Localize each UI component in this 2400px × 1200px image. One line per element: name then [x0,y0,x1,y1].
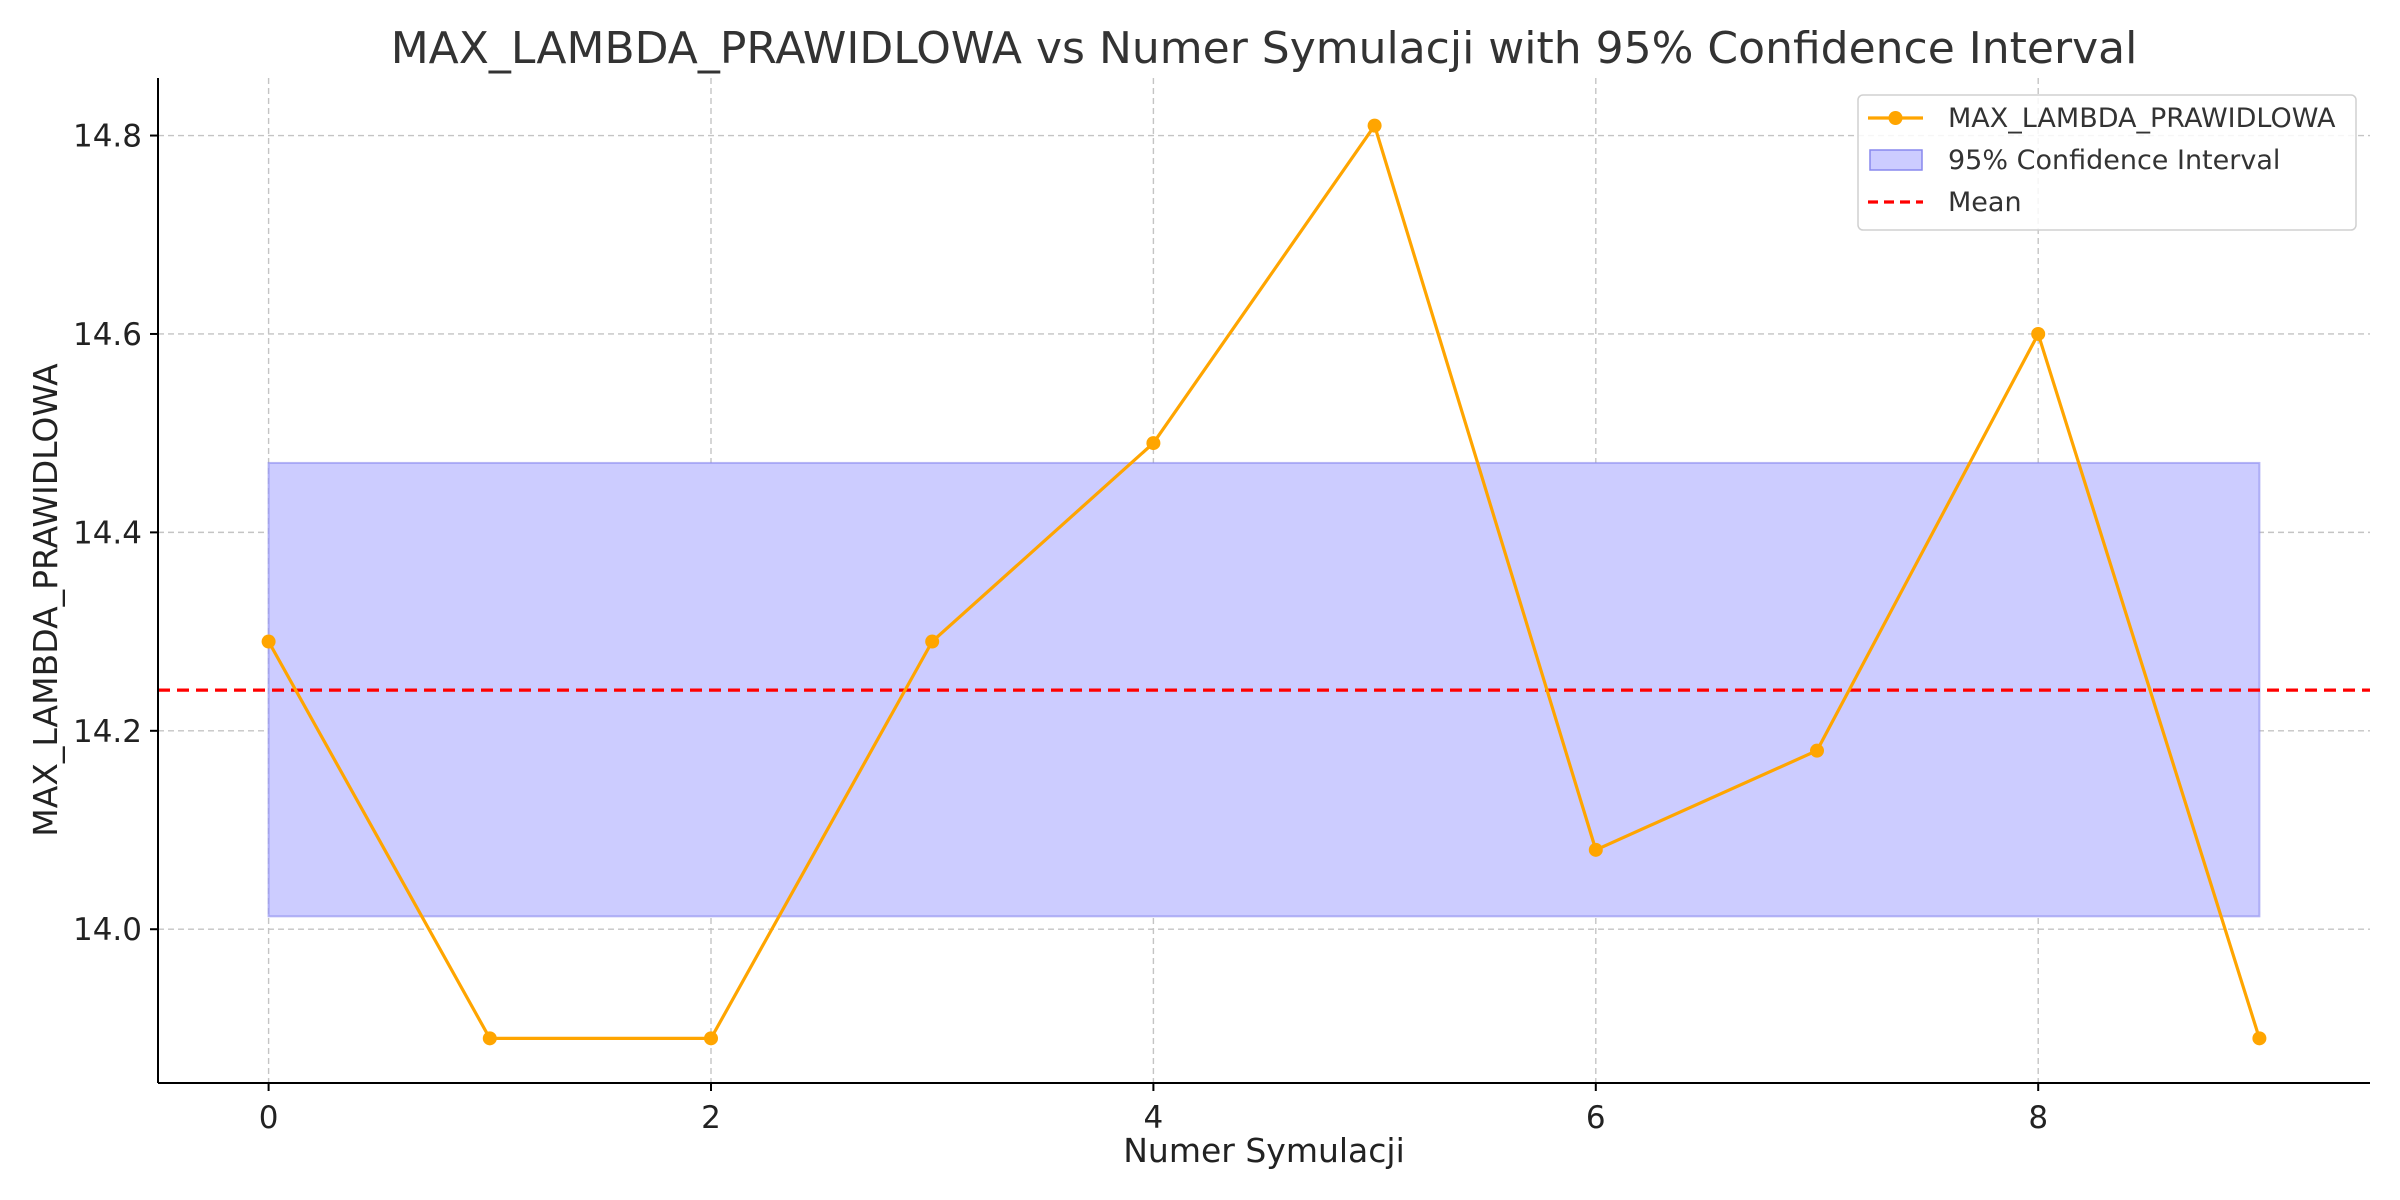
legend-ci-label: 95% Confidence Interval [1948,145,2280,176]
data-point [261,634,276,649]
y-tick-label: 14.8 [73,119,142,155]
chart-title: MAX_LAMBDA_PRAWIDLOWA vs Numer Symulacji… [391,23,2138,74]
x-tick-label: 0 [259,1100,279,1136]
data-point [2252,1031,2267,1046]
x-tick-label: 4 [1144,1100,1164,1136]
data-point [1146,436,1161,451]
legend-series-marker [1888,111,1903,125]
data-point [925,634,940,649]
legend-box [1857,94,2357,231]
x-tick-label: 2 [701,1100,721,1136]
data-point [1367,118,1382,133]
legend: MAX_LAMBDA_PRAWIDLOWA 95% Confidence Inte… [1857,94,2357,231]
x-tick-label: 8 [2028,1100,2048,1136]
y-tick-label: 14.0 [73,912,142,948]
y-tick-label: 14.2 [73,714,142,750]
legend-mean-label: Mean [1948,187,2022,218]
legend-ci-swatch [1869,149,1923,171]
axes [157,78,2370,1084]
x-tick-label: 6 [1586,1100,1606,1136]
y-tick-label: 14.6 [73,317,142,353]
data-point [1810,743,1824,758]
series-line [267,123,2261,1041]
x-axis-label: Numer Symulacji [1123,1131,1405,1170]
data-point [482,1031,497,1046]
y-tick-label: 14.4 [73,515,142,551]
series-layer [261,118,2267,1046]
data-point [704,1031,718,1046]
tick-labels: 0 2 4 6 8 14.0 14.2 14.4 14.6 14.8 [73,119,2048,1136]
data-point [2031,326,2046,341]
y-axis-label: MAX_LAMBDA_PRAWIDLOWA [26,363,65,837]
legend-series-label: MAX_LAMBDA_PRAWIDLOWA [1948,103,2336,134]
data-point [1588,842,1603,857]
